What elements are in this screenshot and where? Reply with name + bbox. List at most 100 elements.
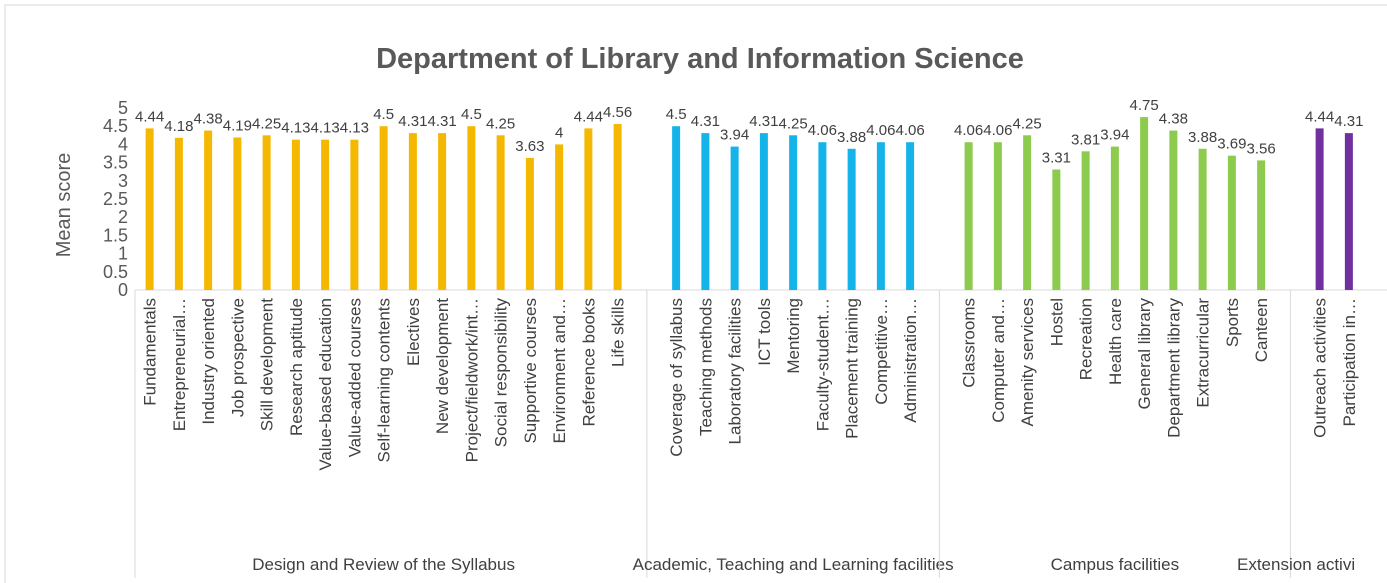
data-label: 4.44 [1305,108,1334,125]
data-label: 4.38 [194,111,223,128]
data-label: 3.31 [1042,150,1071,167]
bar [818,142,827,290]
x-tick-label: Project/fieldwork/int… [462,298,481,462]
group-label: Academic, Teaching and Learning faciliti… [633,555,954,574]
y-tick-label: 2.5 [103,189,128,209]
bar [291,139,300,290]
data-label: 4.31 [428,113,457,130]
data-label: 4.06 [954,122,983,139]
data-label: 4.44 [574,108,603,125]
data-label: 4.75 [1130,97,1159,114]
chart-border [4,4,1387,583]
bar [525,157,534,290]
data-label: 4.13 [281,120,310,137]
bar [1140,117,1149,290]
bar [789,135,798,290]
bar [438,133,447,290]
x-tick-label: Entrepreneurial… [170,298,189,431]
x-tick-label: Health care [1106,298,1125,385]
x-tick-label: Research aptitude [287,298,306,436]
bar [1257,160,1266,290]
bar [174,137,183,290]
x-tick-label: Canteen [1252,298,1271,362]
data-label: 4.5 [461,106,482,123]
x-tick-label: Environment and… [550,298,569,444]
bar [555,144,564,290]
x-tick-label: Electives [404,298,423,366]
data-label: 3.56 [1247,140,1276,157]
bar [876,142,885,290]
bar [379,126,388,290]
y-tick-label: 2 [118,207,128,227]
y-tick-label: 0.5 [103,262,128,282]
y-axis-label: Mean score [53,153,75,258]
x-tick-label: Supportive courses [521,298,540,444]
bar [701,133,710,290]
data-label: 4.06 [808,122,837,139]
group-label: Design and Review of the Syllabus [252,555,515,574]
data-label: 3.94 [1100,127,1129,144]
data-label: 4.31 [398,113,427,130]
bar [613,124,622,291]
data-label: 3.88 [1188,129,1217,146]
x-tick-label: ICT tools [755,298,774,366]
x-tick-label: Placement training [843,298,862,439]
bar [262,135,271,290]
data-label: 4.19 [223,117,252,134]
data-label: 4.25 [252,115,281,132]
x-tick-label: Job prospective [228,298,247,417]
y-tick-label: 0 [118,280,128,300]
x-tick-label: Coverage of syllabus [667,298,686,457]
bar [672,126,681,290]
y-tick-label: 1.5 [103,225,128,245]
x-tick-label: Fundamentals [141,298,160,406]
bar [1344,133,1353,290]
x-tick-label: Faculty-student… [813,298,832,431]
x-tick-label: Participation in… [1340,298,1359,427]
bar [1169,130,1178,290]
x-tick-label: Sports [1223,298,1242,347]
data-label: 3.94 [720,127,749,144]
x-tick-label: Recreation [1077,298,1096,380]
x-tick-label: Hostel [1047,298,1066,346]
bar [233,137,242,290]
chart-title: Department of Library and Information Sc… [376,43,1024,75]
bar [1023,135,1032,290]
x-tick-label: Teaching methods [696,298,715,436]
x-tick-label: Life skills [609,298,628,367]
data-label: 3.63 [515,138,544,155]
bar [906,142,915,290]
y-tick-label: 1 [118,244,128,264]
x-tick-label: Self-learning contents [375,298,394,462]
bar [993,142,1002,290]
bar [496,135,505,290]
x-tick-label: Social responsibility [492,298,511,448]
bar [730,146,739,290]
bar [408,133,417,290]
x-tick-label: Outreach activities [1311,298,1330,438]
bar [1315,128,1324,290]
x-tick-label: Mentoring [784,298,803,374]
bar [1110,146,1119,290]
y-tick-label: 5 [118,98,128,118]
bar [1052,169,1061,290]
bar [204,130,213,290]
bar [847,148,856,290]
bar [584,128,593,290]
x-tick-label: New development [433,298,452,434]
group-label: Campus facilities [1051,555,1180,574]
data-label: 4.31 [691,113,720,130]
x-tick-label: Administration… [901,298,920,423]
x-tick-label: Skill development [258,298,277,432]
x-tick-label: Classrooms [960,298,979,388]
data-label: 4.25 [1013,115,1042,132]
x-tick-label: General library [1135,298,1154,410]
group-label: Extension activi [1237,555,1355,574]
y-tick-label: 4.5 [103,116,128,136]
bar [467,126,476,290]
x-tick-label: Laboratory facilities [726,298,745,444]
x-tick-label: Amenity services [1018,298,1037,426]
data-label: 4.44 [135,108,164,125]
x-tick-label: Department library [1164,298,1183,438]
